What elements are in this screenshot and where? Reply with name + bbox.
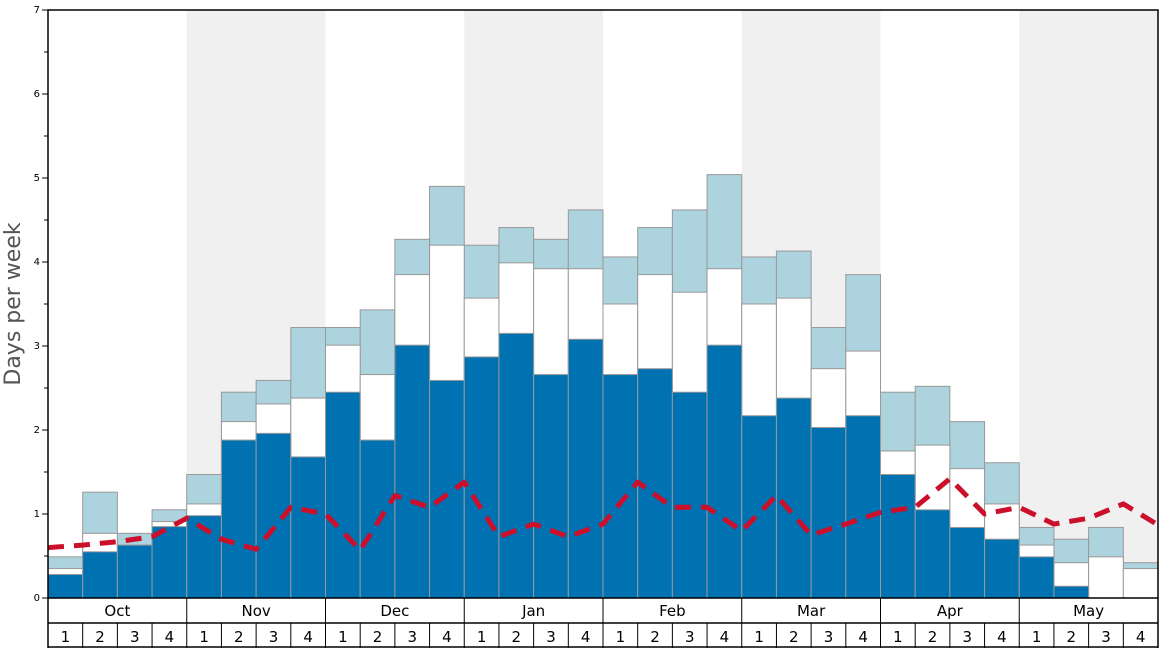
week-label-jan-4: 4 (581, 628, 591, 646)
month-label-mar: Mar (797, 602, 826, 620)
y-tick-label-5: 5 (34, 173, 40, 184)
bar-dark-14 (498, 332, 535, 599)
bar-dark-6 (220, 439, 257, 599)
week-label-apr-2: 2 (928, 628, 938, 646)
bar-dark-11 (394, 344, 431, 599)
y-axis: 0 1 2 3 4 5 6 7 (34, 5, 48, 604)
week-label-nov-4: 4 (303, 628, 313, 646)
y-tick-label-3: 3 (34, 341, 40, 352)
week-label-nov-2: 2 (234, 628, 244, 646)
week-label-mar-1: 1 (754, 628, 764, 646)
week-label-oct-2: 2 (95, 628, 105, 646)
bar-dark-22 (775, 397, 812, 599)
week-label-jan-3: 3 (546, 628, 556, 646)
week-label-nov-3: 3 (269, 628, 279, 646)
x-axis: Oct 1 2 3 4 Nov 1 2 3 4 Dec 1 2 3 4 Jan 1 2 3 4 Feb 1 2 3 4 Mar 1 2… (47, 598, 1159, 648)
y-tick-label-2: 2 (34, 425, 40, 436)
bar-dark-27 (949, 526, 986, 599)
bar-dark-26 (914, 509, 951, 599)
week-label-oct-4: 4 (165, 628, 175, 646)
bar-middle-31 (1088, 556, 1124, 599)
week-label-jan-2: 2 (512, 628, 522, 646)
bar-dark-19 (671, 391, 708, 599)
month-label-dec: Dec (380, 602, 409, 620)
week-label-dec-2: 2 (373, 628, 383, 646)
week-label-mar-4: 4 (858, 628, 868, 646)
week-label-mar-3: 3 (824, 628, 834, 646)
month-label-apr: Apr (937, 602, 964, 620)
week-label-feb-2: 2 (650, 628, 660, 646)
bar-dark-25 (880, 474, 916, 599)
bar-middle-32 (1122, 568, 1159, 599)
week-label-feb-1: 1 (616, 628, 626, 646)
bar-dark-2 (82, 551, 118, 599)
month-label-nov: Nov (241, 602, 270, 620)
week-label-feb-4: 4 (720, 628, 730, 646)
bar-dark-20 (706, 344, 743, 599)
week-label-apr-3: 3 (962, 628, 972, 646)
bar-dark-8 (290, 456, 326, 599)
bar-dark-23 (810, 426, 847, 599)
month-label-oct: Oct (104, 602, 130, 620)
y-tick-label-7: 7 (34, 5, 40, 16)
week-label-apr-1: 1 (893, 628, 903, 646)
bar-dark-15 (533, 374, 569, 599)
week-label-apr-4: 4 (997, 628, 1007, 646)
week-label-may-3: 3 (1101, 628, 1111, 646)
week-label-may-4: 4 (1136, 628, 1146, 646)
week-label-dec-3: 3 (407, 628, 417, 646)
month-band-may (1019, 10, 1158, 598)
bar-dark-28 (984, 538, 1020, 599)
month-label-feb: Feb (659, 602, 686, 620)
bar-dark-1 (47, 573, 84, 599)
y-axis-label: Days per week (1, 222, 26, 385)
bar-dark-3 (116, 544, 153, 599)
week-label-may-2: 2 (1067, 628, 1077, 646)
bar-dark-16 (567, 338, 604, 599)
week-label-dec-4: 4 (442, 628, 452, 646)
bar-dark-24 (845, 415, 881, 599)
bar-dark-12 (429, 379, 465, 599)
bar-dark-21 (741, 415, 777, 599)
week-label-feb-3: 3 (685, 628, 695, 646)
y-tick-label-0: 0 (34, 593, 40, 604)
y-tick-label-1: 1 (34, 509, 40, 520)
bar-dark-4 (151, 526, 188, 599)
bar-dark-9 (325, 391, 361, 599)
average-line (47, 476, 1160, 553)
bar-dark-13 (463, 356, 500, 599)
y-tick-label-4: 4 (34, 257, 40, 268)
y-tick-label-6: 6 (34, 89, 40, 100)
week-label-oct-1: 1 (61, 628, 71, 646)
week-label-oct-3: 3 (130, 628, 140, 646)
week-label-may-1: 1 (1032, 628, 1042, 646)
average-line-layer (47, 476, 1160, 553)
weekly-bars (47, 174, 1159, 599)
week-label-jan-1: 1 (477, 628, 487, 646)
bar-dark-30 (1053, 585, 1090, 599)
month-label-may: May (1073, 602, 1104, 620)
week-label-mar-2: 2 (789, 628, 799, 646)
week-label-dec-1: 1 (338, 628, 348, 646)
bar-dark-29 (1018, 556, 1055, 599)
month-label-jan: Jan (521, 602, 545, 620)
week-label-nov-1: 1 (199, 628, 209, 646)
